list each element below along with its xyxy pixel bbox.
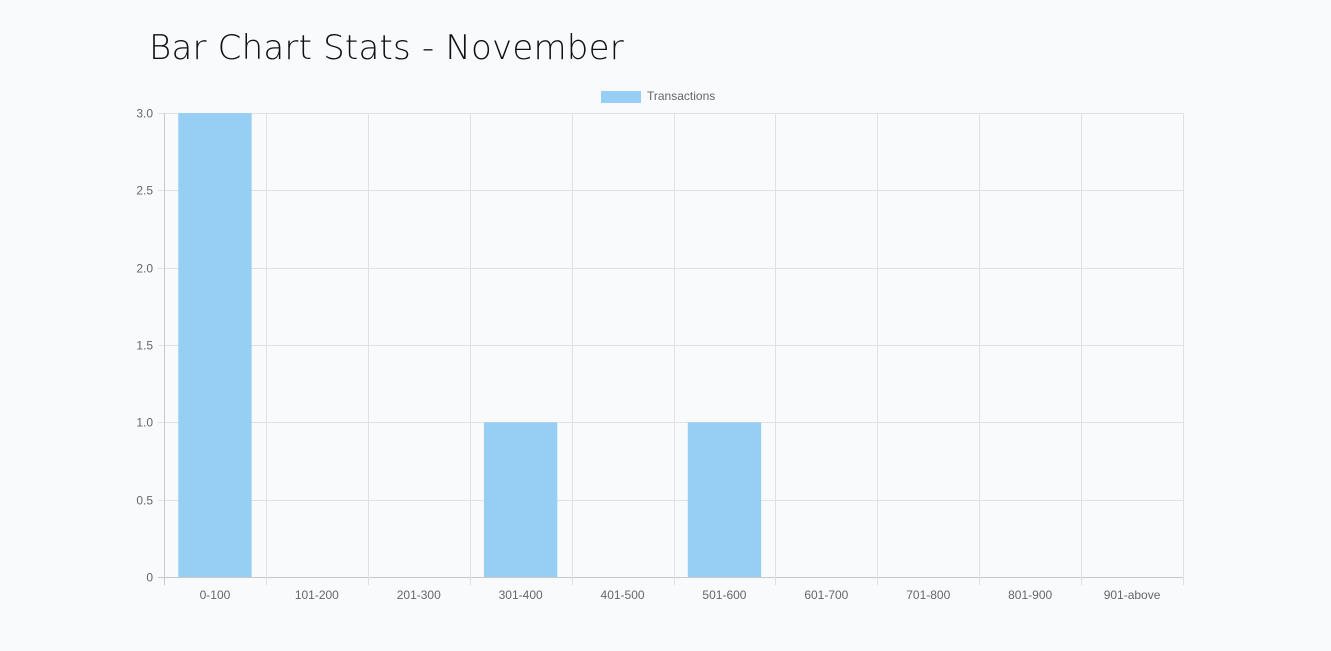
x-tick-label: 201-300 bbox=[397, 588, 441, 602]
x-tick-label: 0-100 bbox=[200, 588, 231, 602]
y-tick-label: 1.0 bbox=[136, 416, 153, 430]
y-tick-label: 1.5 bbox=[136, 339, 153, 353]
x-tick-label: 301-400 bbox=[499, 588, 543, 602]
y-tick-label: 0 bbox=[146, 571, 153, 585]
x-tick-label: 401-500 bbox=[601, 588, 645, 602]
bar[interactable] bbox=[687, 422, 762, 577]
x-tick-label: 101-200 bbox=[295, 588, 339, 602]
axis-layer: 0 0.5 1.0 1.5 2.0 2.5 3.0 0-100 101-200 201-300 30… bbox=[136, 107, 1160, 603]
bars-layer bbox=[178, 113, 762, 577]
legend[interactable]: Transactions bbox=[601, 89, 715, 103]
grid-layer bbox=[158, 113, 1184, 585]
x-tick-label: 601-700 bbox=[804, 588, 848, 602]
bar[interactable] bbox=[178, 113, 252, 577]
legend-label[interactable]: Transactions bbox=[647, 89, 715, 103]
x-tick-label: 501-600 bbox=[702, 588, 746, 602]
x-tick-label: 801-900 bbox=[1008, 588, 1052, 602]
y-tick-label: 0.5 bbox=[136, 494, 153, 508]
y-tick-label: 2.5 bbox=[136, 184, 153, 198]
y-tick-label: 3.0 bbox=[136, 107, 153, 121]
y-tick-label: 2.0 bbox=[136, 262, 153, 276]
x-tick-label: 901-above bbox=[1104, 588, 1161, 602]
x-tick-label: 701-800 bbox=[906, 588, 950, 602]
legend-swatch[interactable] bbox=[601, 91, 641, 103]
page-title: Bar Chart Stats - November bbox=[149, 28, 624, 68]
bar[interactable] bbox=[483, 422, 558, 577]
